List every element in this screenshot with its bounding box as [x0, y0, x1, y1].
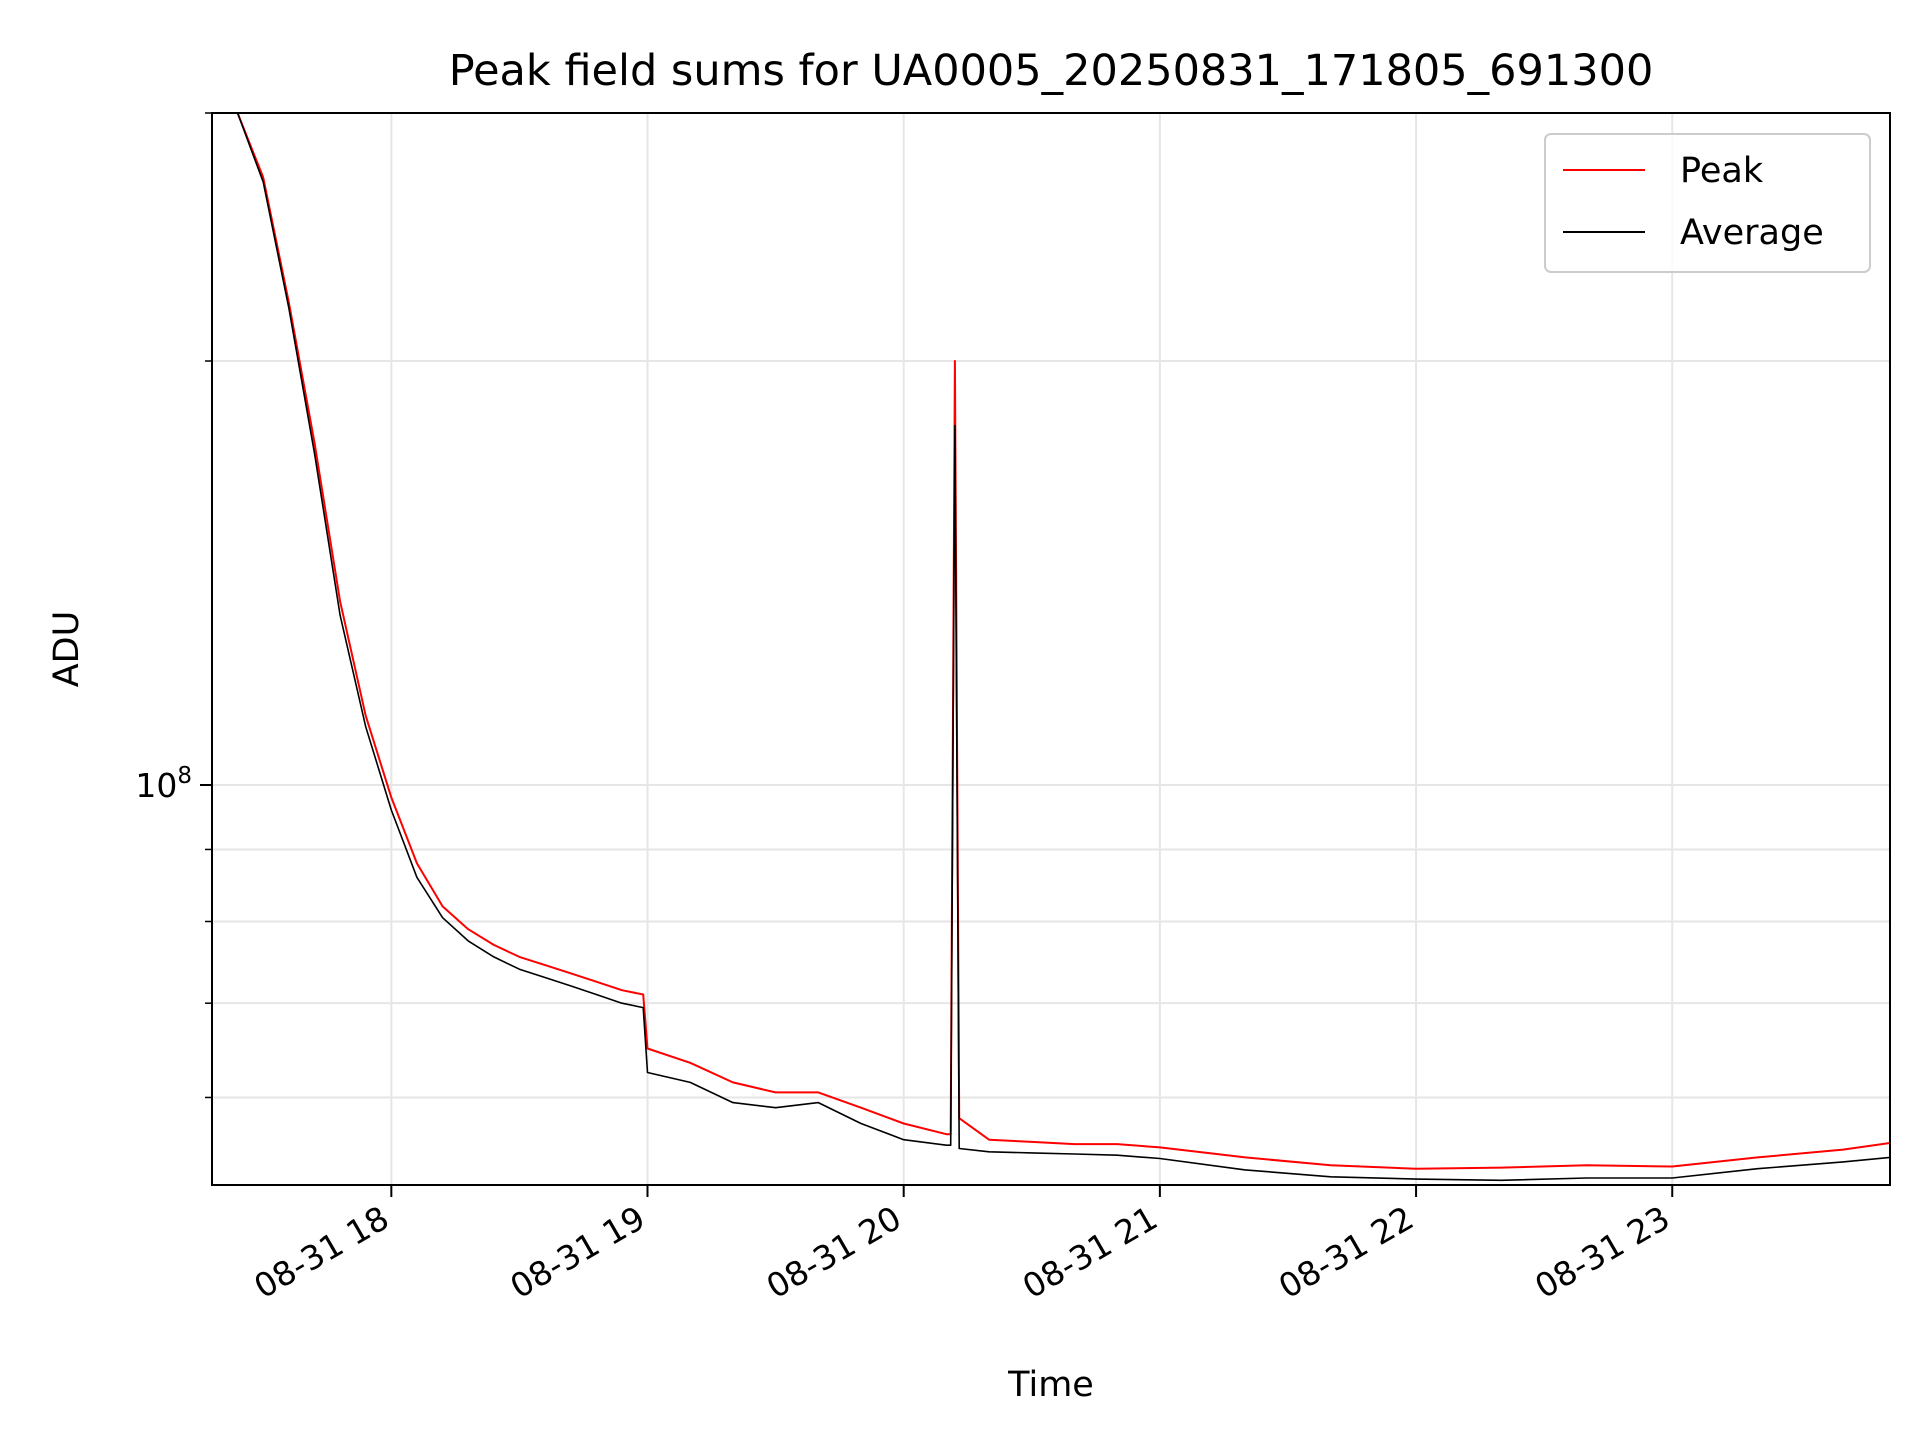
- series-line-peak: [236, 113, 1890, 1170]
- x-axis-label: Time: [1007, 1365, 1094, 1405]
- grid: [212, 112, 1890, 1185]
- series-line-average: [236, 113, 1890, 1182]
- legend-label-peak: Peak: [1680, 151, 1764, 191]
- plot-frame: [211, 112, 1891, 1186]
- legend: Peak Average: [1544, 133, 1871, 273]
- y-axis-label: ADU: [47, 611, 87, 688]
- series-layer: [236, 113, 1890, 1182]
- chart-title: Peak field sums for UA0005_20250831_1718…: [449, 46, 1654, 96]
- legend-box: [1544, 133, 1871, 273]
- legend-label-average: Average: [1680, 213, 1824, 253]
- y-tick-label: 108: [135, 763, 192, 805]
